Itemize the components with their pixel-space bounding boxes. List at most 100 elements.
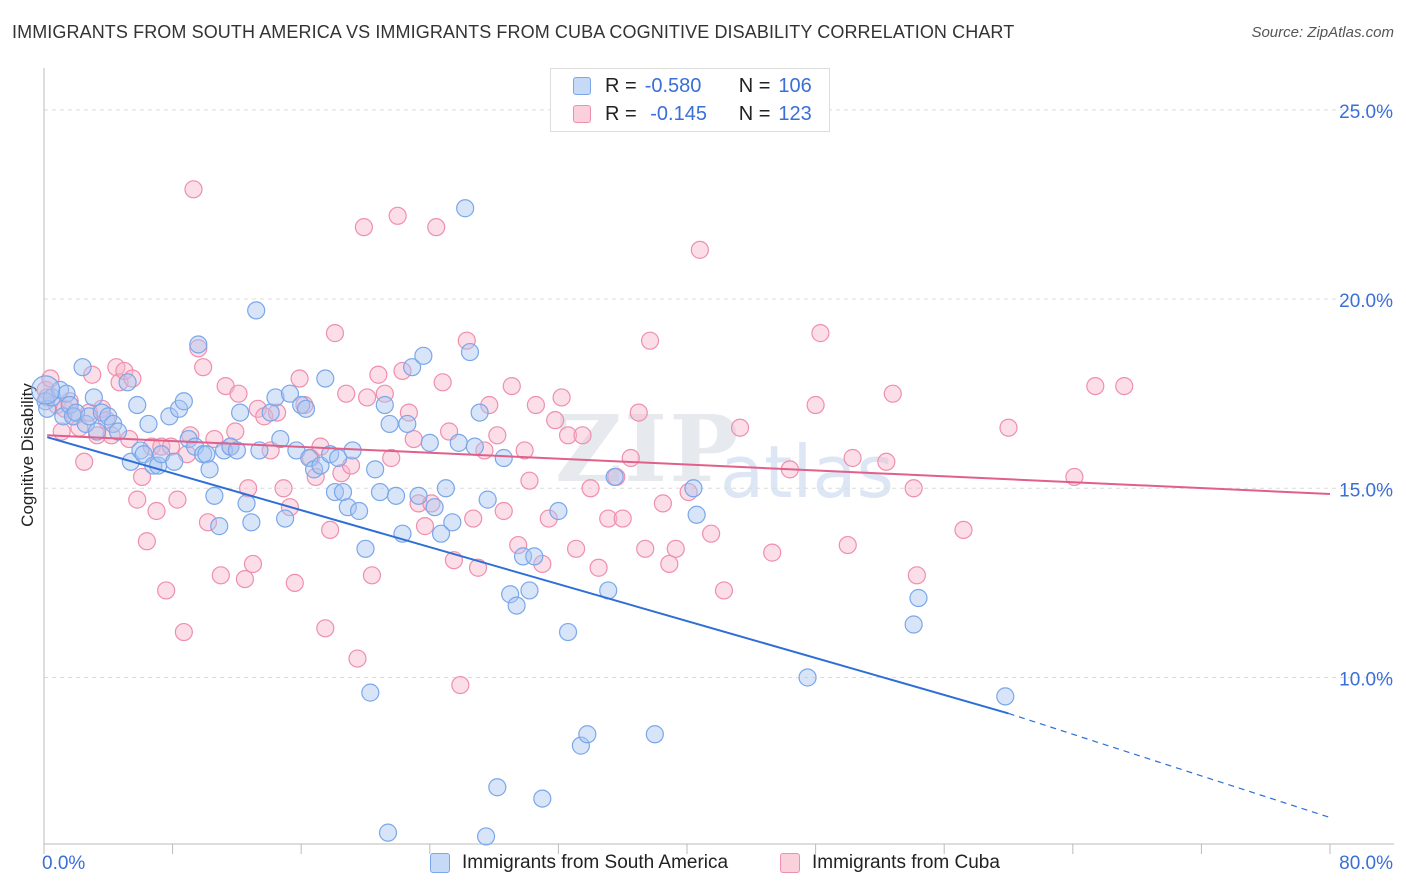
data-point-south-america — [31, 375, 61, 405]
data-point-south-america — [687, 505, 706, 524]
data-point-south-america — [403, 358, 422, 377]
data-point-south-america — [571, 736, 591, 755]
data-point-cuba — [285, 573, 304, 592]
legend-n-value: 106 — [778, 74, 812, 97]
data-point-south-america — [478, 490, 497, 509]
legend-n-value: 123 — [778, 102, 812, 125]
data-point-south-america — [160, 407, 179, 426]
legend-row-cuba: R = -0.145 N = 123 — [573, 101, 812, 127]
trendline-south-america-extension — [1008, 712, 1331, 819]
data-point-south-america — [38, 399, 57, 418]
data-point-south-america — [520, 581, 539, 600]
data-point-cuba — [464, 509, 483, 528]
data-point-south-america — [57, 384, 76, 403]
data-point-south-america — [533, 789, 552, 808]
data-point-cuba — [316, 619, 335, 638]
legend-r-label: R = — [605, 102, 637, 125]
data-point-south-america — [414, 346, 433, 365]
y-tick-label: 20.0% — [1339, 291, 1393, 312]
data-point-cuba — [457, 331, 476, 350]
data-point-south-america — [197, 445, 216, 464]
data-point-south-america — [431, 524, 451, 543]
data-point-south-america — [488, 778, 507, 797]
data-point-south-america — [189, 335, 208, 354]
data-point-south-america — [549, 501, 568, 521]
data-point-cuba — [573, 426, 592, 445]
data-point-south-america — [465, 437, 484, 456]
data-point-south-america — [361, 683, 380, 702]
data-point-south-america — [460, 342, 480, 362]
data-point-cuba — [433, 373, 452, 392]
data-point-south-america — [174, 392, 193, 411]
data-point-south-america — [909, 588, 928, 608]
data-point-cuba — [730, 418, 750, 437]
data-point-cuba — [161, 437, 181, 456]
x-tick-label: 80.0% — [1339, 853, 1393, 874]
data-point-south-america — [237, 494, 256, 513]
data-point-cuba — [198, 513, 218, 532]
data-point-cuba — [393, 361, 412, 381]
data-point-cuba — [660, 554, 679, 574]
data-point-cuba — [399, 403, 419, 422]
data-point-cuba — [666, 539, 685, 558]
data-point-south-america — [375, 395, 394, 415]
data-point-cuba — [999, 418, 1018, 437]
data-point-south-america — [333, 482, 353, 502]
data-point-cuba — [174, 622, 193, 642]
data-point-cuba — [1086, 376, 1105, 396]
data-point-cuba — [184, 180, 203, 199]
data-point-south-america — [605, 467, 624, 487]
data-point-cuba — [636, 539, 655, 558]
data-point-cuba — [147, 501, 166, 521]
data-point-south-america — [165, 452, 184, 471]
data-point-cuba — [427, 218, 446, 237]
data-point-cuba — [488, 426, 507, 445]
data-point-south-america — [366, 460, 385, 479]
data-point-south-america — [798, 668, 817, 687]
data-point-south-america — [179, 429, 198, 449]
data-point-cuba — [877, 452, 896, 471]
data-point-south-america — [296, 399, 316, 418]
data-point-cuba — [546, 411, 565, 430]
data-point-cuba — [690, 240, 709, 259]
data-point-south-america — [338, 498, 357, 517]
data-point-cuba — [468, 558, 488, 577]
data-point-cuba — [382, 448, 401, 468]
data-point-cuba — [883, 384, 902, 403]
data-point-cuba — [907, 566, 926, 585]
correlation-legend: R = -0.580 N = 106 R = -0.145 N = 123 — [550, 68, 830, 132]
legend-swatch-cuba — [780, 853, 800, 873]
data-point-cuba — [843, 448, 862, 468]
data-point-cuba — [838, 535, 857, 555]
data-point-cuba — [714, 581, 734, 600]
data-point-south-america — [210, 517, 229, 536]
legend-swatch-south-america — [430, 853, 450, 873]
chart-title: IMMIGRANTS FROM SOUTH AMERICA VS IMMIGRA… — [12, 22, 1015, 42]
trendline-cuba — [47, 434, 1331, 495]
legend-swatch-cuba — [573, 105, 591, 123]
data-point-south-america — [247, 301, 266, 320]
data-point-cuba — [629, 403, 648, 422]
data-point-cuba — [494, 501, 513, 521]
data-point-cuba — [526, 395, 545, 415]
data-point-cuba — [337, 384, 356, 403]
data-point-south-america — [266, 388, 285, 407]
trendline-south-america — [46, 436, 1009, 715]
data-point-south-america — [60, 395, 79, 415]
data-point-cuba — [354, 218, 373, 237]
data-point-south-america — [261, 403, 280, 422]
data-point-cuba — [132, 467, 152, 487]
data-point-south-america — [684, 479, 703, 498]
data-point-south-america — [904, 615, 923, 634]
data-point-cuba — [321, 520, 340, 540]
data-point-south-america — [73, 358, 92, 377]
legend-label-south-america: Immigrants from South America — [462, 852, 729, 873]
data-point-south-america — [420, 433, 439, 452]
data-point-south-america — [205, 486, 224, 505]
data-point-cuba — [599, 509, 618, 528]
data-point-south-america — [425, 498, 444, 517]
data-point-cuba — [128, 490, 147, 509]
y-tick-label: 10.0% — [1339, 669, 1393, 690]
data-point-cuba — [369, 365, 388, 384]
data-point-south-america — [386, 486, 406, 505]
